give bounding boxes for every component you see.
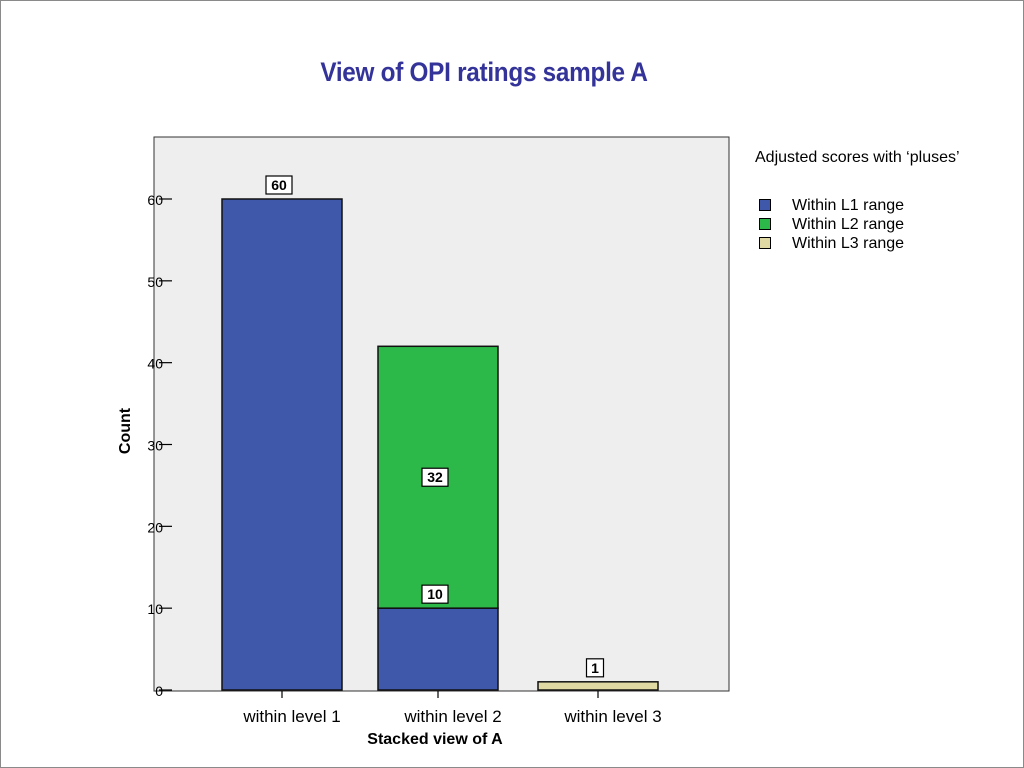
legend-swatch-l3 bbox=[759, 237, 771, 249]
legend-item-l2: Within L2 range bbox=[755, 216, 1023, 235]
y-axis-label: Count bbox=[117, 407, 134, 454]
y-tick-label: 0 bbox=[155, 683, 163, 699]
data-label: 1 bbox=[591, 660, 599, 676]
bar-segment bbox=[537, 681, 659, 691]
data-label-box bbox=[421, 467, 449, 487]
data-label-box bbox=[585, 658, 605, 678]
legend-label-l2: Within L2 range bbox=[792, 216, 905, 233]
data-label: 60 bbox=[271, 177, 287, 193]
data-label: 32 bbox=[427, 469, 443, 485]
y-tick-label: 50 bbox=[147, 274, 163, 290]
x-category-label: within level 3 bbox=[563, 707, 661, 726]
legend-swatch-l1 bbox=[759, 199, 771, 211]
legend-title: Adjusted scores with ‘pluses’ bbox=[755, 149, 960, 166]
y-tick-label: 40 bbox=[147, 356, 163, 372]
x-category-label: within level 1 bbox=[242, 707, 340, 726]
x-axis-label: Stacked view of A bbox=[367, 731, 503, 748]
y-tick-label: 20 bbox=[147, 519, 163, 535]
bar-segment bbox=[377, 607, 499, 691]
x-category-label: within level 2 bbox=[403, 707, 501, 726]
legend-label-l1: Within L1 range bbox=[792, 197, 905, 214]
y-tick-label: 30 bbox=[147, 438, 163, 454]
legend-item-l1: Within L1 range bbox=[755, 197, 1023, 216]
y-tick-label: 10 bbox=[147, 601, 163, 617]
chart-title: View of OPI ratings sample A bbox=[320, 57, 648, 87]
data-label-box bbox=[421, 584, 449, 604]
legend: Adjusted scores with ‘pluses’ Within L1 … bbox=[755, 149, 1023, 254]
data-label-box bbox=[265, 175, 293, 195]
legend-item-l3: Within L3 range bbox=[755, 235, 1023, 254]
bar-segment bbox=[221, 198, 343, 691]
legend-swatch-l2 bbox=[759, 218, 771, 230]
legend-label-l3: Within L3 range bbox=[792, 235, 905, 252]
y-tick-label: 60 bbox=[147, 192, 163, 208]
data-label: 10 bbox=[427, 586, 443, 602]
